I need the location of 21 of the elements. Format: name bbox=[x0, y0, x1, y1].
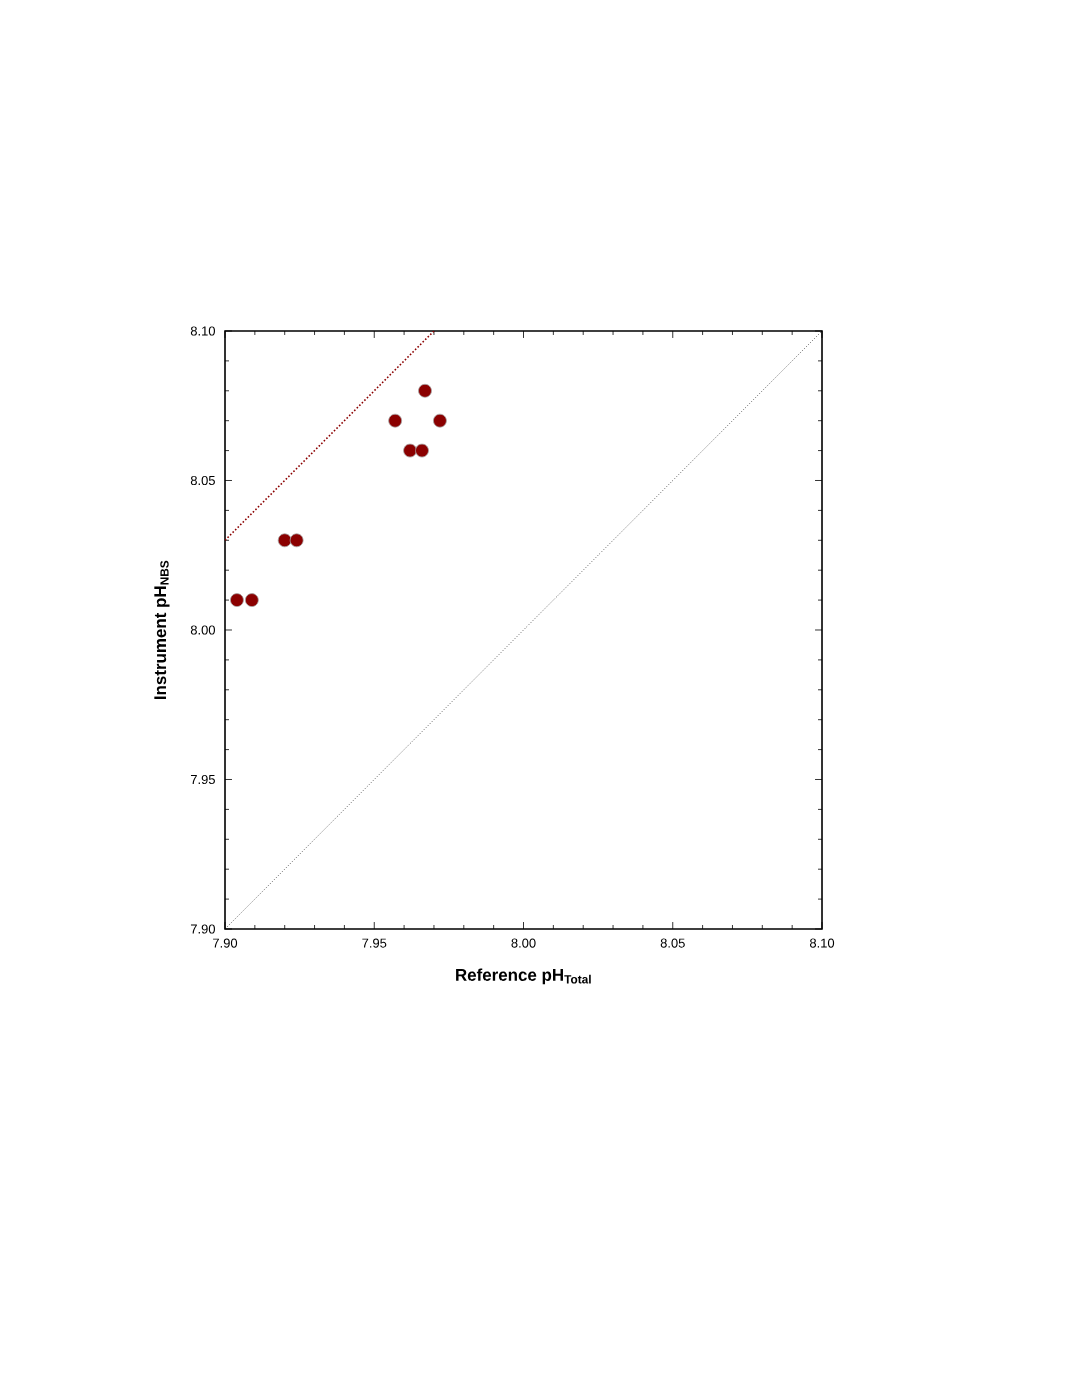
y-tick-label: 8.05 bbox=[190, 475, 215, 486]
x-tick-label: 8.10 bbox=[809, 938, 835, 948]
point bbox=[403, 443, 417, 458]
y-tick-label: 8.10 bbox=[190, 326, 215, 336]
text: Instrument pH$_{NBS}$ bbox=[154, 560, 170, 700]
text: Reference pH$_{Total}$ bbox=[456, 968, 591, 985]
x-tick-label: 8.05 bbox=[660, 938, 685, 948]
point bbox=[388, 413, 403, 428]
point bbox=[244, 593, 259, 607]
point bbox=[277, 533, 292, 548]
x-tick-label: 7.95 bbox=[362, 938, 387, 948]
point bbox=[433, 413, 447, 428]
y-tick-label: 7.90 bbox=[190, 924, 215, 934]
x-tick-label: 7.90 bbox=[213, 938, 238, 948]
x-tick-label: 8.00 bbox=[511, 938, 536, 948]
point bbox=[418, 383, 432, 398]
y-tick-label: 8.00 bbox=[190, 625, 215, 635]
point bbox=[289, 533, 304, 548]
point bbox=[230, 593, 244, 607]
y-tick-label: 7.95 bbox=[190, 774, 215, 785]
point bbox=[415, 443, 429, 458]
